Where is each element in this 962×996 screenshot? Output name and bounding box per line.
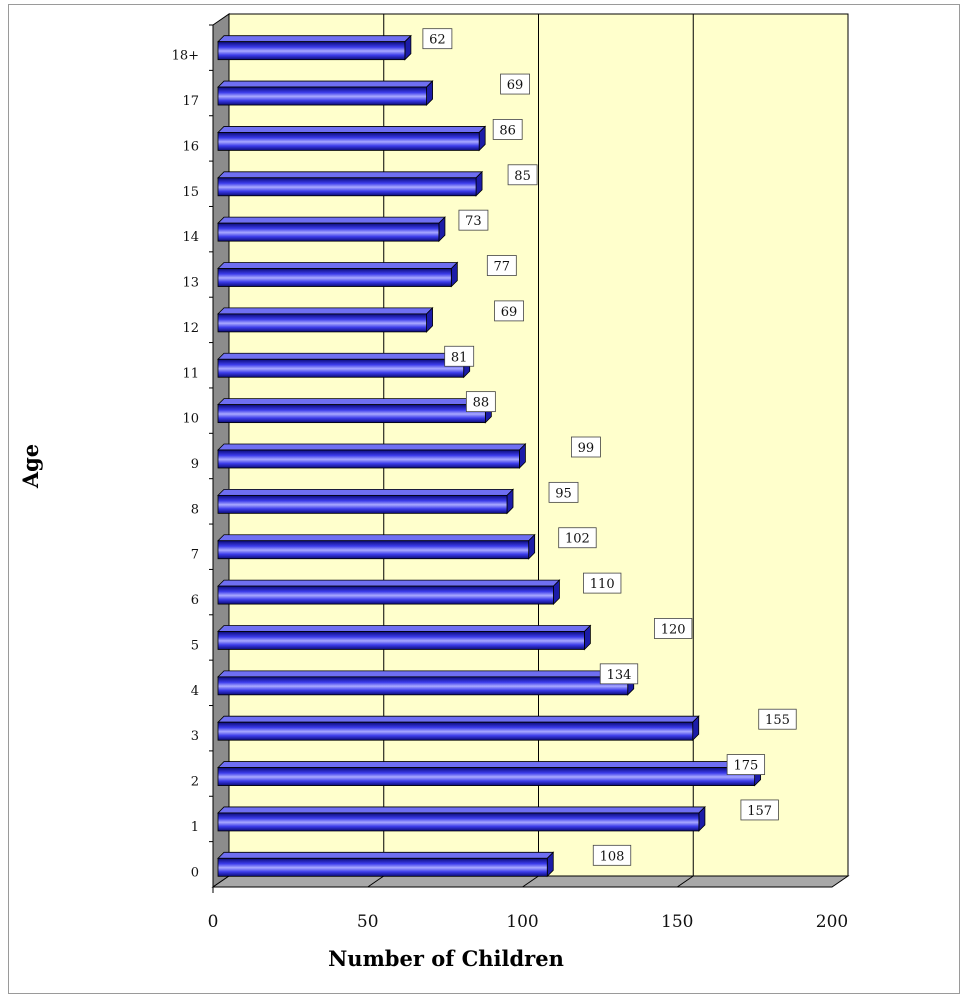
bar [218,722,693,740]
y-tick-label: 4 [191,684,199,699]
y-tick-label: 11 [182,366,199,381]
y-axis-title: Age [18,444,43,489]
data-label: 73 [465,214,482,229]
bar [218,858,547,876]
y-tick-label: 17 [182,94,199,109]
bar-top [218,762,761,768]
y-tick-label: 8 [191,502,199,517]
bar-top [218,444,525,450]
data-label: 86 [499,123,516,138]
bar-top [218,308,433,314]
data-label: 108 [600,849,625,864]
y-tick-label: 7 [191,548,199,563]
bar [218,450,519,468]
bar [218,359,464,377]
bar [218,269,451,287]
bar [218,223,439,241]
bar [218,677,628,695]
y-tick-label: 6 [191,593,199,608]
bar [218,631,584,649]
data-label: 110 [590,577,615,592]
bar [218,495,507,513]
bar-top [218,263,457,269]
data-label: 175 [733,759,758,774]
bar [218,541,529,559]
y-tick-label: 9 [191,457,199,472]
data-label: 77 [494,260,511,275]
y-tick-label: 18+ [172,49,199,64]
bar-top [218,172,482,178]
y-tick-label: 10 [182,412,199,427]
y-tick-label: 13 [182,276,199,291]
y-tick-label: 16 [182,139,199,154]
bar [218,586,553,604]
bar [218,87,427,105]
y-tick-label: 5 [191,638,199,653]
bar [218,314,427,332]
bar-top [218,217,445,223]
bar [218,132,479,150]
bar-top [218,807,705,813]
bar-top [218,81,433,87]
y-tick-label: 1 [191,820,199,835]
y-tick-label: 3 [191,729,199,744]
bar [218,405,485,423]
bar-top [218,535,535,541]
bar-top [218,580,559,586]
bar-top [218,353,470,359]
bar [218,768,755,786]
x-tick-label: 100 [506,912,538,932]
y-tick-label: 12 [182,321,199,336]
data-label: 134 [607,668,632,683]
y-tick-label: 0 [191,865,199,880]
x-tick-label: 50 [357,912,379,932]
bar-top [218,716,699,722]
x-tick-label: 200 [816,912,848,932]
data-label: 95 [555,486,572,501]
data-label: 81 [451,350,468,365]
x-tick-label: 0 [208,912,219,932]
bar-top [218,489,513,495]
data-label: 99 [578,441,595,456]
bar-top [218,399,491,405]
data-label: 85 [514,169,531,184]
data-label: 69 [507,78,524,93]
data-label: 120 [661,622,686,637]
data-label: 157 [747,804,772,819]
x-axis-title: Number of Children [328,946,564,971]
data-label: 62 [429,33,446,48]
bar-top [218,671,634,677]
data-label: 88 [473,396,490,411]
bar [218,178,476,196]
y-tick-label: 2 [191,775,199,790]
y-tick-label: 14 [182,230,199,245]
bar-top [218,852,553,858]
y-tick-label: 15 [182,185,199,200]
bar [218,42,405,60]
bar-top [218,126,485,132]
bar-top [218,36,411,42]
x-tick-label: 150 [661,912,693,932]
bar-top [218,625,590,631]
bar [218,813,699,831]
data-label: 155 [765,713,790,728]
data-label: 102 [565,532,590,547]
data-label: 69 [501,305,518,320]
